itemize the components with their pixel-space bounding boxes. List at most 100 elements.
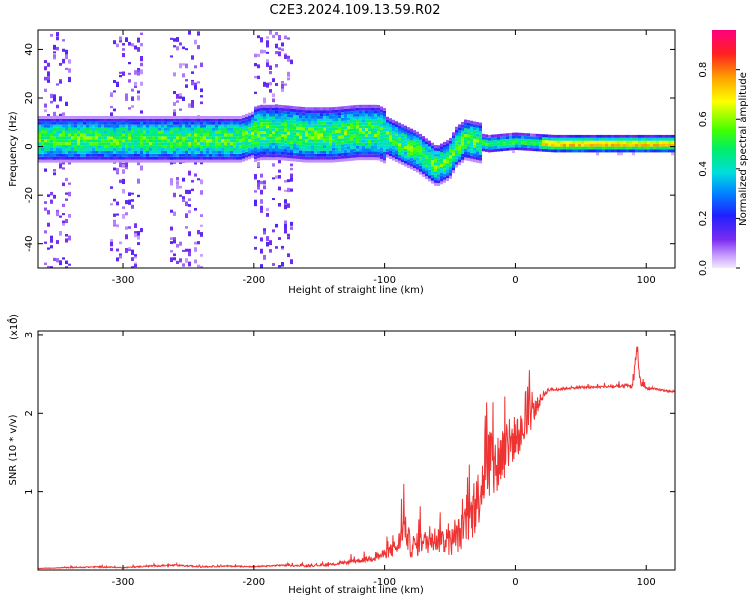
heatmap-cell [59, 261, 62, 266]
heatmap-cell [110, 124, 113, 128]
heatmap-cell [230, 139, 233, 143]
heatmap-cell [446, 178, 449, 182]
heatmap-cell [260, 122, 263, 126]
heatmap-cell [170, 124, 173, 128]
heatmap-cell [284, 151, 287, 155]
heatmap-cell [407, 127, 410, 131]
heatmap-cell [368, 122, 371, 126]
heatmap-cell [641, 134, 644, 138]
heatmap-cell [209, 145, 212, 149]
heatmap-cell [170, 115, 173, 119]
heatmap-cell [95, 148, 98, 151]
heatmap-cell [68, 156, 71, 160]
heatmap-cell [170, 121, 173, 125]
heatmap-cell [290, 123, 293, 127]
heatmap-cell [395, 153, 398, 157]
heatmap-cell [62, 127, 65, 131]
heatmap-cell [227, 159, 230, 163]
heatmap-cell [53, 115, 56, 119]
heatmap-cell [299, 118, 302, 122]
heatmap-cell [224, 121, 227, 125]
heatmap-cell [260, 37, 263, 40]
heatmap-cell [401, 127, 404, 131]
heatmap-cell [290, 226, 293, 230]
heatmap-cell [236, 156, 239, 160]
heatmap-cell [278, 47, 281, 50]
heatmap-cell [161, 153, 164, 157]
heatmap-cell [404, 151, 407, 155]
heatmap-cell [179, 139, 182, 143]
heatmap-cell [263, 113, 266, 117]
heatmap-cell [62, 115, 65, 119]
heatmap-cell [584, 146, 587, 150]
heatmap-cell [299, 106, 302, 110]
heatmap-cell [173, 139, 176, 143]
heatmap-cell [371, 157, 374, 161]
heatmap-cell [293, 111, 296, 115]
heatmap-cell [194, 148, 197, 151]
heatmap-cell [284, 228, 287, 234]
heatmap-cell [191, 127, 194, 131]
heatmap-cell [335, 127, 338, 131]
heatmap-cell [254, 159, 257, 162]
heatmap-cell [260, 39, 263, 43]
heatmap-cell [209, 133, 212, 137]
heatmap-cell [395, 127, 398, 130]
heatmap-cell [59, 231, 62, 236]
heatmap-cell [377, 151, 380, 155]
heatmap-cell [170, 127, 173, 131]
heatmap-cell [281, 140, 284, 143]
heatmap-cell [323, 118, 326, 122]
heatmap-cell [140, 69, 143, 72]
heatmap-cell [401, 135, 404, 139]
heatmap-cell [113, 121, 116, 125]
heatmap-cell [281, 48, 284, 52]
heatmap-cell [425, 164, 428, 168]
heatmap-cell [305, 142, 308, 146]
heatmap-cell [269, 113, 272, 117]
heatmap-cell [359, 133, 362, 137]
heatmap-cell [194, 156, 197, 160]
heatmap-cell [62, 124, 65, 128]
heatmap-cell [473, 141, 476, 145]
heatmap-cell [101, 115, 104, 119]
snr-multiplier-exponent: 4 [6, 318, 14, 323]
heatmap-cell [125, 156, 128, 160]
heatmap-cell [377, 154, 380, 158]
heatmap-cell [323, 113, 326, 116]
heatmap-cell [293, 126, 296, 130]
heatmap-cell [317, 115, 320, 119]
heatmap-cell [386, 125, 389, 129]
heatmap-cell [365, 154, 368, 158]
heatmap-cell [374, 133, 377, 137]
heatmap-cell [338, 150, 341, 154]
heatmap-cell [341, 120, 344, 124]
snr-panel: -300 -200 -100 0 100 123 Height of straight … [6, 314, 676, 596]
heatmap-cell [170, 142, 173, 146]
heatmap-cell [521, 135, 524, 139]
heatmap-cell [278, 128, 281, 132]
heatmap-cell [173, 253, 176, 257]
heatmap-cell [260, 210, 263, 213]
heatmap-cell [170, 133, 173, 137]
heatmap-cell [209, 139, 212, 143]
heatmap-cell [269, 148, 272, 152]
heatmap-cell [380, 150, 383, 154]
heatmap-cell [329, 118, 332, 122]
heatmap-cell [419, 168, 422, 172]
heatmap-cell [218, 136, 221, 140]
heatmap-cell [398, 134, 401, 138]
heatmap-cell [200, 142, 203, 146]
heatmap-cell [188, 121, 191, 125]
heatmap-cell [509, 135, 512, 139]
heatmap-cell [299, 130, 302, 133]
heatmap-cell [218, 148, 221, 151]
heatmap-cell [170, 156, 173, 160]
heatmap-cell [242, 117, 245, 121]
heatmap-cell [119, 127, 122, 131]
heatmap-cell [665, 140, 668, 144]
heatmap-cell [188, 142, 191, 146]
heatmap-cell [347, 137, 350, 141]
heatmap-cell [209, 153, 212, 157]
heatmap-cell [200, 266, 203, 268]
